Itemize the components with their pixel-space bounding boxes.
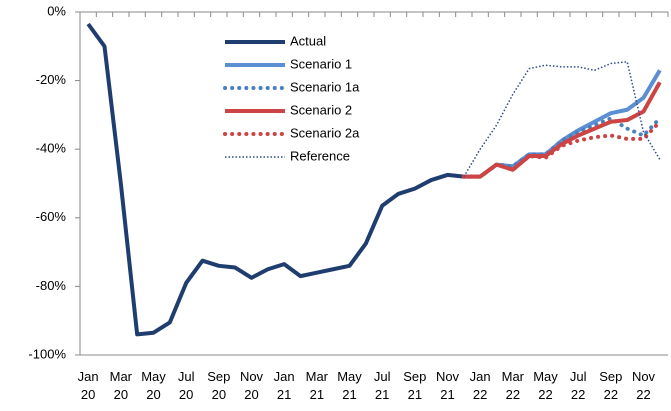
legend-label: Scenario 2 [290, 102, 352, 117]
legend-label: Scenario 1 [290, 56, 352, 71]
x-tick-label: Jan 21 [273, 369, 295, 402]
y-tick-label: -40% [36, 141, 67, 156]
x-tick-label: Jul 20 [177, 369, 195, 402]
x-tick-label: May 21 [337, 369, 362, 402]
legend-label: Scenario 1a [290, 79, 360, 94]
x-tick-label: Mar 21 [305, 369, 329, 402]
x-tick-label: Mar 20 [109, 369, 133, 402]
x-tick-label: May 20 [141, 369, 166, 402]
x-tick-label: Jul 22 [569, 369, 587, 402]
y-tick-label: -100% [28, 346, 66, 361]
x-tick-label: Nov 21 [435, 369, 460, 402]
y-tick-label: -20% [36, 72, 67, 87]
legend-label: Scenario 2a [290, 125, 360, 140]
line-series [463, 60, 661, 178]
x-tick-label: Jan 22 [469, 369, 491, 402]
x-tick-label: Sep 22 [599, 369, 623, 402]
y-tick-label: -80% [36, 278, 67, 293]
x-tick-label: Jul 21 [373, 369, 391, 402]
x-tick-label: Nov 22 [631, 369, 656, 402]
x-tick-label: Nov 20 [239, 369, 264, 402]
legend-label: Reference [290, 148, 350, 163]
x-tick-label: Sep 21 [403, 369, 427, 402]
line-series [463, 69, 662, 179]
line-series [86, 22, 465, 337]
x-tick-label: May 22 [533, 369, 558, 402]
x-tick-label: Sep 20 [207, 369, 231, 402]
line-series [461, 119, 662, 179]
x-tick-label: Jan 20 [77, 369, 99, 402]
x-tick-label: Mar 22 [501, 369, 525, 402]
y-tick-label: 0% [47, 3, 66, 18]
legend-label: Actual [290, 33, 326, 48]
y-tick-label: -60% [36, 209, 67, 224]
line-series [463, 81, 662, 179]
